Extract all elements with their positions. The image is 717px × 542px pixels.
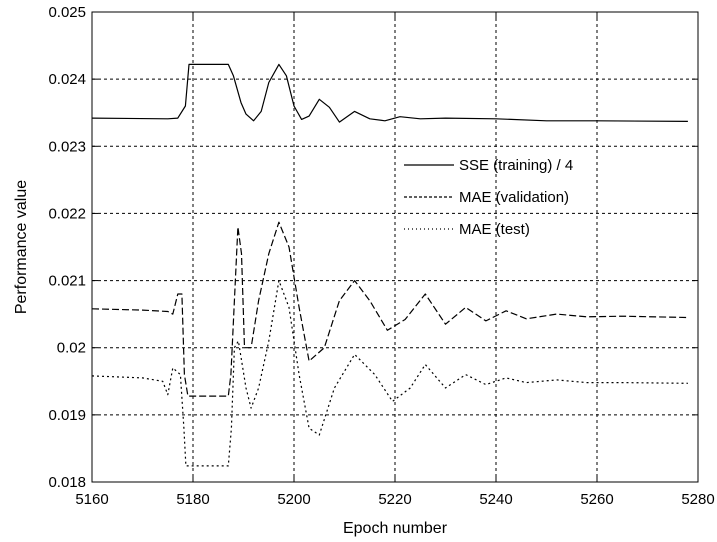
y-axis-label: Performance value: [13, 180, 30, 314]
series-test-mae-line: [91, 280, 688, 467]
x-tick-label: 5280: [681, 491, 714, 508]
y-tick-label: 0.023: [48, 138, 86, 155]
y-ticks: 0.018 0.019 0.02 0.021 0.022 0.023 0.024 0.025: [48, 4, 698, 491]
x-tick-label: 5220: [378, 491, 411, 508]
y-tick-label: 0.019: [48, 407, 86, 424]
series-training-sse-line: [91, 63, 688, 123]
y-tick-label: 0.024: [48, 71, 86, 88]
legend-label-validation: MAE (validation): [459, 189, 569, 206]
y-tick-label: 0.021: [48, 273, 86, 290]
x-tick-label: 5260: [580, 491, 613, 508]
legend-label-training: SSE (training) / 4: [459, 157, 573, 174]
x-tick-label: 5200: [277, 491, 310, 508]
y-tick-label: 0.025: [48, 4, 86, 21]
x-ticks: 5160 5180 5200 5220 5240 5260 5280: [75, 12, 715, 508]
x-axis-label: Epoch number: [343, 520, 448, 537]
grid: [92, 12, 698, 482]
y-tick-label: 0.02: [57, 340, 86, 357]
legend: SSE (training) / 4 MAE (validation) MAE …: [404, 157, 573, 238]
y-tick-label: 0.018: [48, 474, 86, 491]
y-tick-label: 0.022: [48, 205, 86, 222]
x-tick-label: 5160: [75, 491, 108, 508]
legend-label-test: MAE (test): [459, 221, 530, 238]
series-group: [91, 63, 688, 467]
x-tick-label: 5240: [479, 491, 512, 508]
x-tick-label: 5180: [176, 491, 209, 508]
series-validation-mae-line: [91, 221, 688, 397]
